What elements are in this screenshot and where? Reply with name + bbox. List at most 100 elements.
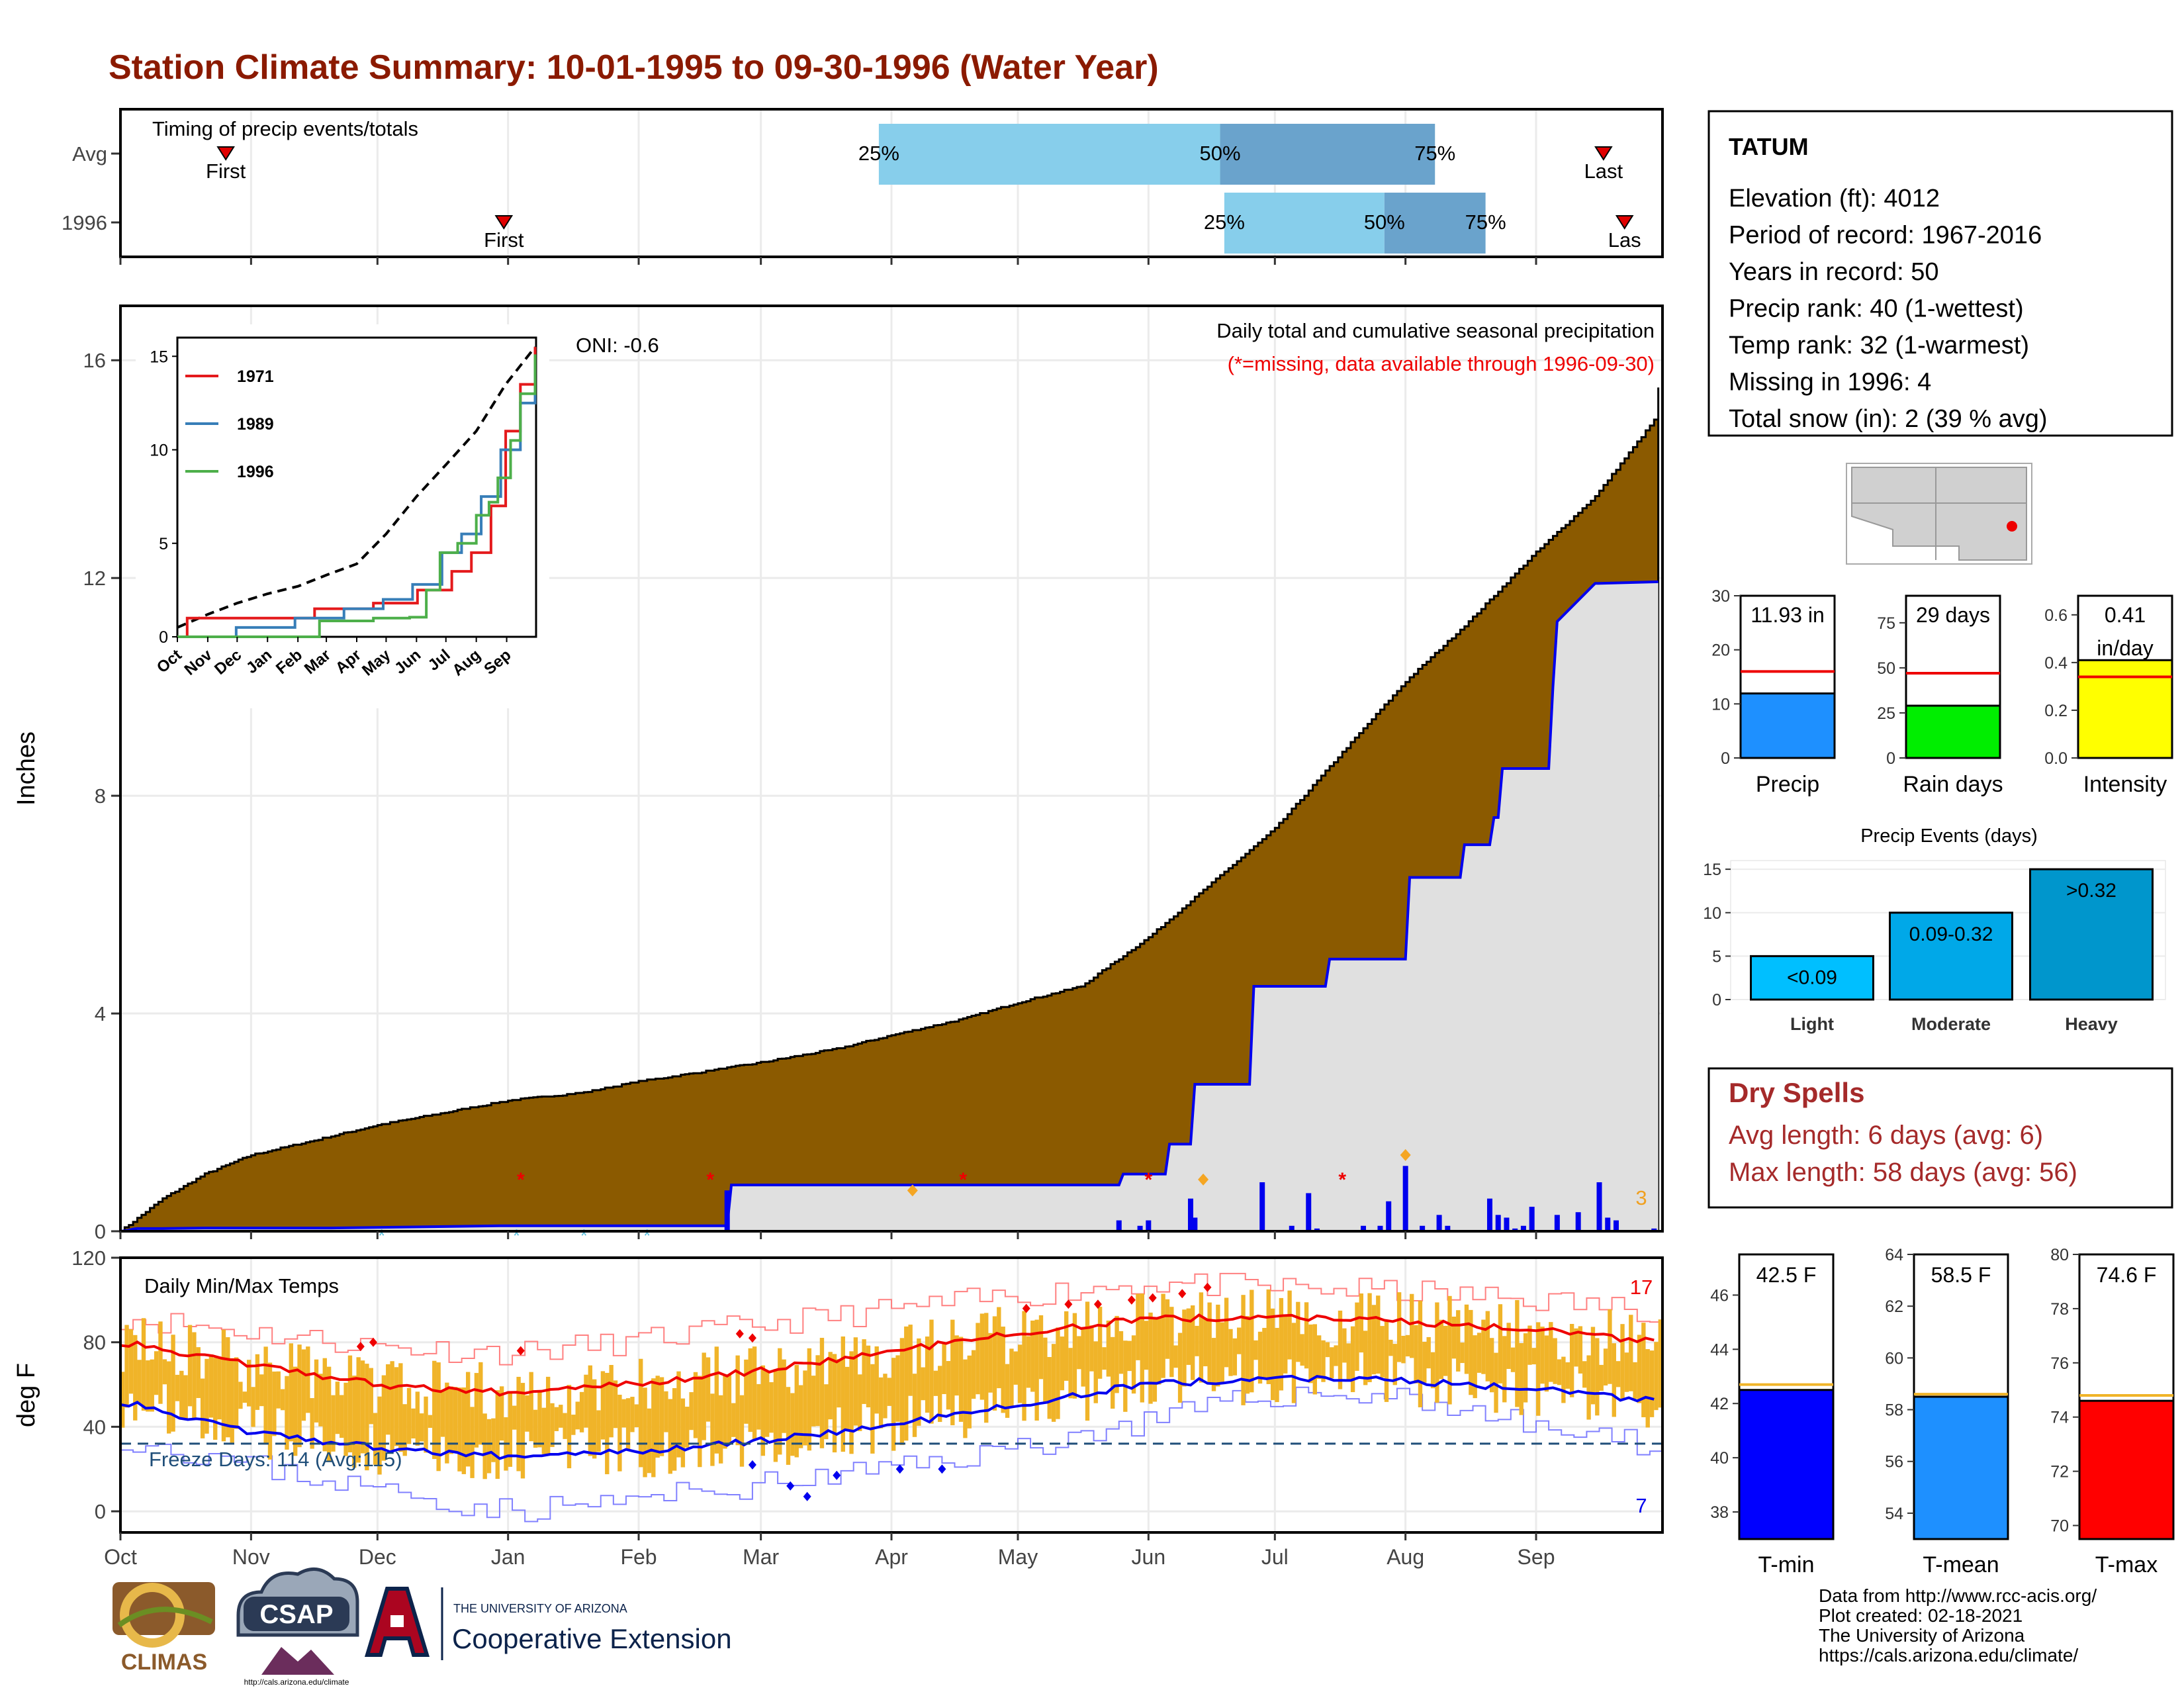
daily-temp-bar [297,1344,302,1448]
daily-temp-bar [731,1403,736,1437]
summary-bar-ytick-label: 0.4 [2044,654,2068,673]
daily-precip-bar [1420,1225,1426,1231]
daily-temp-bar [1118,1331,1124,1374]
daily-temp-bar [1203,1319,1208,1366]
daily-temp-bar [1396,1292,1402,1362]
daily-temp-bar [613,1380,618,1429]
daily-temp-bar [1291,1323,1297,1403]
daily-temp-bar [466,1372,471,1467]
daily-temp-bar [419,1413,424,1442]
daily-temp-bar [369,1368,373,1425]
daily-temp-bar [1266,1289,1271,1384]
daily-temp-bar [1131,1335,1136,1394]
daily-temp-bar [782,1359,786,1433]
daily-temp-bar [200,1378,205,1438]
daily-temp-bar [217,1356,222,1420]
daily-temp-bar [1111,1336,1115,1409]
daily-temp-bar [234,1357,239,1429]
temp-record-high-marker [748,1333,756,1343]
daily-temp-bar [883,1374,887,1419]
daily-temp-bar [1359,1293,1364,1353]
daily-temp-bar [322,1358,327,1452]
precip-event-bar [1750,955,1874,1001]
daily-temp-bar [659,1377,664,1456]
temp-avg-min-line [120,1374,1655,1460]
daily-temp-bar [735,1355,740,1446]
daily-precip-bar [1146,1220,1152,1231]
daily-temp-bar [150,1359,154,1412]
daily-temp-bar [1300,1334,1304,1366]
precip-event-category: Moderate [1911,1014,1991,1034]
daily-precip-bar [1187,1198,1193,1231]
daily-temp-bar [183,1375,188,1419]
timing-p75-label: 75% [1465,211,1506,234]
daily-temp-bar [1549,1322,1553,1382]
precip-ytick-label: 16 [83,349,106,372]
summary-bar-ytick-label: 10 [1711,695,1730,714]
footer-line: Data from http://www.rcc-acis.org/ [1819,1585,2097,1606]
daily-temp-bar [567,1385,572,1469]
daily-temp-bar [727,1374,732,1443]
daily-precip-bar [1554,1215,1560,1231]
daily-temp-bar [1443,1325,1448,1376]
daily-temp-bar [276,1371,281,1409]
daily-precip-bar [1289,1225,1295,1231]
inset-legend-label: 1989 [237,415,274,434]
daily-temp-bar [984,1313,989,1423]
daily-temp-bar [1325,1342,1330,1358]
temp-count-bottom: 7 [1635,1494,1647,1517]
climas-logo-sun [120,1583,185,1648]
daily-temp-bar [1173,1345,1178,1368]
daily-temp-bar [226,1337,230,1438]
daily-temp-bar [1316,1335,1322,1380]
daily-temp-bar [1330,1347,1334,1379]
daily-temp-bar [1207,1302,1212,1383]
precip-event-bar-label: 0.09-0.32 [1909,923,1993,945]
daily-temp-bar [390,1361,394,1452]
timing-row-label: 1996 [62,211,107,234]
daily-temp-bar [213,1358,218,1440]
precip-event-category: Light [1790,1014,1834,1034]
station-info-box [1707,110,2173,437]
daily-temp-bar [1093,1341,1098,1403]
daily-temp-bar [335,1382,340,1434]
daily-temp-bar [1469,1309,1473,1395]
daily-temp-bar [1216,1304,1220,1387]
daily-temp-bar [1401,1335,1406,1364]
csap-logo-text: CSAP [259,1600,333,1629]
daily-temp-bar [1557,1359,1562,1385]
daily-temp-bar [457,1387,462,1472]
daily-temp-bar [293,1366,298,1456]
daily-temp-bar [221,1329,226,1442]
temp-summary-ytick-label: 60 [1885,1349,1903,1368]
temp-summary-ytick-label: 58 [1885,1401,1903,1420]
daily-temp-bar [958,1336,964,1422]
daily-temp-bar [1612,1343,1616,1417]
daily-temp-bar [592,1379,597,1459]
precip-event-bar [2029,868,2154,1001]
daily-temp-bar [1013,1351,1018,1385]
daily-temp-bar [554,1407,559,1431]
daily-temp-bar [394,1367,399,1446]
daily-precip-bar [1651,1228,1657,1231]
daily-temp-bar [917,1338,921,1426]
station-info-line: Years in record: 50 [1729,258,1939,286]
summary-bar-0 [1739,692,1836,759]
precip-event-bar-label: >0.32 [2066,880,2116,902]
daily-temp-bar [1140,1293,1144,1403]
daily-temp-bar [1136,1293,1140,1360]
daily-temp-bar [933,1370,938,1396]
precip-events-ytick-label: 15 [1703,861,1721,879]
daily-temp-bar [1392,1344,1397,1385]
daily-temp-bar [769,1382,774,1433]
inset-line-1989 [177,365,537,638]
station-info-line: Total snow (in): 2 (39 % avg) [1729,405,2048,433]
daily-temp-bar [858,1374,862,1431]
daily-temp-bar [1005,1364,1010,1418]
temp-summary-ytick-label: 80 [2050,1246,2069,1264]
month-axis-label: Mar [743,1545,779,1569]
cumulative-1996-area [120,581,1659,1231]
daily-temp-bar [196,1347,201,1398]
precip-legend-title: Daily total and cumulative seasonal prec… [1216,319,1655,342]
daily-precip-bar [1575,1212,1581,1231]
